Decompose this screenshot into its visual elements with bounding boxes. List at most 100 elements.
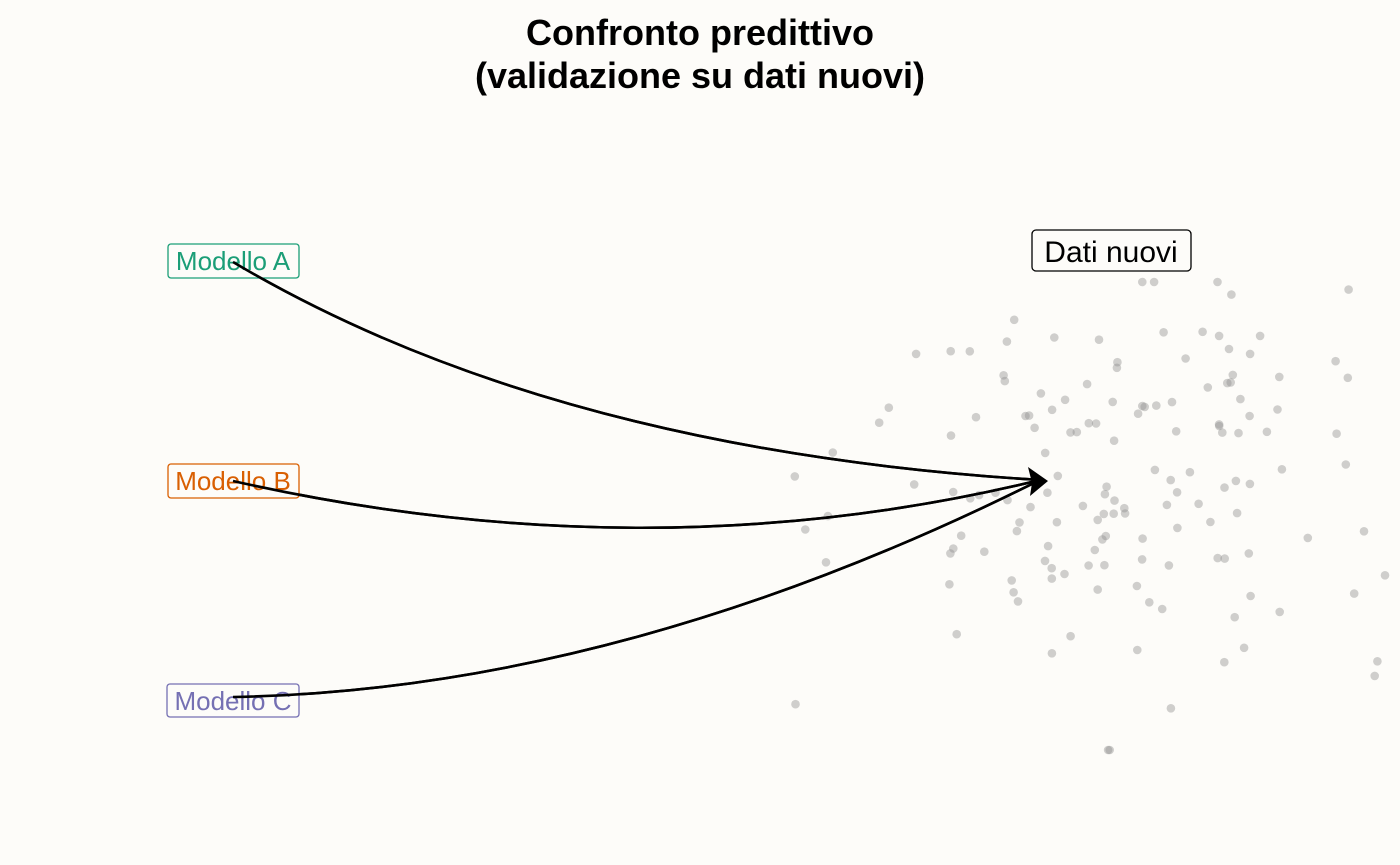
data-point bbox=[1133, 645, 1142, 655]
data-point bbox=[1091, 419, 1101, 428]
arrow-overlay-a bbox=[232, 260, 1041, 482]
data-point bbox=[1078, 501, 1088, 511]
data-point bbox=[1007, 576, 1016, 585]
data-point bbox=[1090, 545, 1100, 555]
data-point bbox=[790, 472, 800, 481]
data-point bbox=[1380, 571, 1390, 580]
data-point bbox=[1226, 378, 1235, 387]
data-point bbox=[1244, 549, 1254, 558]
data-point bbox=[1214, 331, 1224, 341]
title-line-1: Confronto predittivo bbox=[526, 12, 874, 53]
data-point bbox=[1275, 607, 1284, 617]
data-point bbox=[1093, 585, 1102, 594]
data-point bbox=[1220, 483, 1229, 492]
data-point bbox=[948, 487, 958, 497]
data-point bbox=[1066, 631, 1075, 641]
data-point bbox=[801, 525, 810, 534]
data-point bbox=[1213, 553, 1222, 563]
data-point bbox=[1102, 482, 1111, 492]
data-point bbox=[1232, 508, 1242, 518]
data-point bbox=[971, 412, 981, 422]
data-point bbox=[1239, 643, 1249, 653]
data-point bbox=[1060, 395, 1070, 405]
data-point bbox=[1206, 517, 1215, 527]
label-dati-nuovi[interactable]: Dati nuovi bbox=[1031, 229, 1192, 272]
data-point bbox=[1105, 745, 1114, 755]
data-point bbox=[1103, 745, 1113, 755]
data-point bbox=[1373, 657, 1382, 666]
data-point bbox=[1173, 523, 1182, 533]
data-point bbox=[1230, 612, 1239, 622]
data-point bbox=[1043, 541, 1053, 551]
data-point bbox=[1012, 526, 1022, 536]
label-dati-nuovi-text: Dati nuovi bbox=[1044, 236, 1177, 269]
data-point bbox=[1231, 476, 1241, 486]
data-point bbox=[1082, 379, 1092, 389]
data-point bbox=[1145, 598, 1154, 607]
label-modello-c-text: Modello C bbox=[174, 686, 291, 716]
data-point bbox=[1152, 401, 1161, 410]
data-point bbox=[999, 371, 1008, 380]
data-point bbox=[1112, 363, 1122, 373]
data-point bbox=[1109, 436, 1119, 446]
data-point bbox=[1245, 479, 1255, 489]
data-point bbox=[1100, 489, 1110, 499]
data-point bbox=[1084, 561, 1093, 570]
data-point bbox=[1150, 465, 1160, 475]
data-point bbox=[1084, 418, 1094, 428]
data-point bbox=[1100, 560, 1109, 570]
data-point bbox=[1275, 372, 1284, 382]
data-point bbox=[952, 629, 961, 639]
data-point bbox=[1140, 402, 1149, 412]
arrow-modello-c bbox=[232, 478, 1041, 699]
data-point bbox=[1181, 354, 1190, 363]
data-point bbox=[1331, 356, 1340, 366]
data-point bbox=[1246, 591, 1255, 601]
data-point bbox=[1164, 561, 1174, 570]
data-point bbox=[1040, 448, 1050, 458]
data-point bbox=[1172, 488, 1182, 497]
data-point bbox=[1036, 389, 1046, 398]
data-point bbox=[828, 448, 838, 457]
data-point bbox=[1349, 589, 1359, 598]
data-point bbox=[1047, 405, 1057, 415]
data-point bbox=[956, 531, 966, 540]
data-point bbox=[980, 547, 989, 556]
data-point bbox=[1120, 503, 1129, 513]
data-point bbox=[1013, 597, 1023, 606]
data-point bbox=[965, 347, 975, 356]
data-point bbox=[1138, 277, 1147, 287]
data-point bbox=[1166, 475, 1175, 485]
data-point bbox=[1277, 465, 1287, 474]
data-point bbox=[1009, 315, 1019, 325]
data-point bbox=[1030, 423, 1039, 433]
data-point bbox=[1359, 527, 1369, 536]
data-point bbox=[1214, 421, 1224, 431]
data-point bbox=[1072, 427, 1082, 437]
label-modello-a[interactable]: Modello A bbox=[167, 243, 300, 279]
data-point bbox=[911, 349, 921, 359]
data-point bbox=[1370, 671, 1379, 681]
data-point bbox=[874, 418, 884, 428]
title: Confronto predittivo (validazione su dat… bbox=[475, 12, 925, 96]
data-point bbox=[1223, 378, 1232, 388]
label-modello-c[interactable]: Modello C bbox=[166, 683, 300, 718]
data-point bbox=[1220, 554, 1229, 563]
data-point bbox=[1060, 569, 1069, 579]
data-point bbox=[946, 549, 955, 558]
data-point bbox=[1040, 556, 1050, 566]
data-point bbox=[1149, 277, 1159, 287]
data-point bbox=[1047, 563, 1056, 573]
data-point bbox=[1138, 534, 1147, 543]
data-point bbox=[1015, 518, 1024, 527]
data-point bbox=[1245, 411, 1254, 421]
arrow-modello-a bbox=[232, 260, 1041, 482]
data-point bbox=[1093, 515, 1102, 525]
data-point bbox=[1227, 290, 1236, 299]
data-point bbox=[1273, 405, 1282, 414]
data-point bbox=[1236, 394, 1245, 404]
data-point bbox=[1159, 328, 1168, 337]
data-point bbox=[1000, 376, 1010, 386]
data-point bbox=[1110, 496, 1119, 505]
